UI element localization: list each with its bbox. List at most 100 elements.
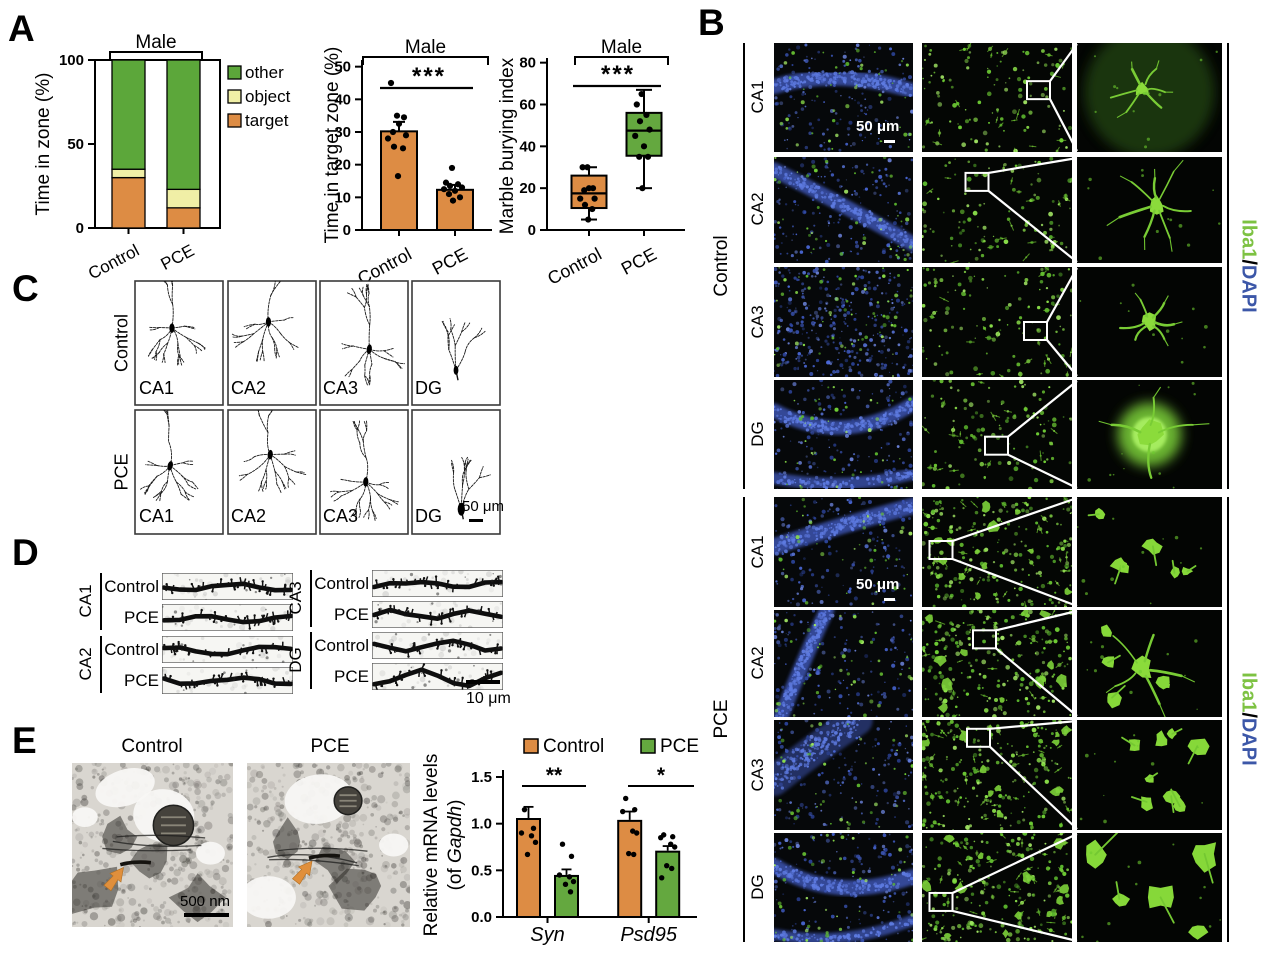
svg-text:Marble burying index: Marble burying index	[497, 57, 518, 234]
data-point	[390, 143, 398, 150]
micro-iba1-control-ca1	[922, 43, 1072, 152]
panel-b-stain-bracket-bottom	[1227, 497, 1229, 942]
data-point	[562, 881, 569, 888]
svg-text:***: ***	[601, 61, 635, 88]
micro-merge-control-ca2	[774, 157, 913, 263]
spine-region-ca2: CA2	[76, 647, 95, 681]
legend-swatch-target	[227, 113, 242, 128]
data-point	[532, 839, 539, 846]
spine-strip	[372, 663, 503, 690]
scalebar-b-pce: 50 μm	[856, 576, 900, 593]
inset-box	[972, 629, 997, 650]
scalebar-d-bar	[466, 680, 500, 684]
svg-text:Control: Control	[544, 244, 605, 289]
bar-Syn-PCE	[554, 874, 579, 918]
data-point	[632, 806, 638, 813]
trace-box	[319, 280, 409, 406]
data-point	[458, 184, 466, 191]
trace-label-ca2-pce: CA2	[231, 506, 267, 526]
data-point	[670, 834, 676, 840]
svg-text:PCE: PCE	[158, 241, 198, 274]
spine-cond: PCE	[334, 667, 369, 686]
data-point	[591, 195, 598, 202]
trace-label-dg-pce: DG	[415, 506, 442, 526]
data-point	[393, 112, 401, 119]
data-point	[568, 853, 575, 860]
neuron-trace	[441, 318, 486, 381]
stain-label-top: Iba1/DAPI	[1237, 219, 1260, 312]
neuron-trace	[147, 281, 206, 366]
data-point	[636, 153, 643, 160]
bar-PCE	[436, 188, 474, 232]
svg-text:target: target	[245, 111, 289, 130]
data-point	[626, 850, 632, 857]
trace-box	[134, 280, 224, 406]
row-label-dg-pce: DG	[748, 874, 767, 900]
spine-strip	[372, 570, 503, 597]
svg-text:*: *	[657, 764, 666, 787]
data-point	[633, 101, 640, 108]
micro-zoom-control-ca1	[1077, 43, 1222, 152]
micro-zoom-control-ca3	[1077, 267, 1222, 377]
data-point	[387, 79, 395, 87]
data-point	[528, 833, 535, 839]
micro-iba1-pce-ca3	[922, 720, 1072, 830]
bar-Psd95-Control	[617, 819, 643, 918]
data-point	[395, 120, 403, 127]
svg-text:1.5: 1.5	[471, 769, 492, 786]
spine-strip	[372, 632, 503, 659]
micro-merge-control-ca1	[774, 43, 913, 152]
panel-b-control-bracket	[743, 43, 745, 489]
inset-connector	[1046, 339, 1078, 377]
svg-text:10: 10	[334, 189, 351, 206]
spine-cond: Control	[314, 636, 369, 655]
svg-text:Male: Male	[601, 37, 642, 58]
panel-c-label: C	[12, 268, 39, 309]
micro-iba1-pce-ca1	[922, 497, 1072, 607]
synapse-arrow	[292, 860, 313, 885]
inset-box	[928, 891, 954, 912]
data-point	[581, 187, 588, 194]
svg-text:1.0: 1.0	[471, 816, 492, 833]
spine-bracket-ca2	[100, 636, 102, 693]
micro-zoom-pce-ca1	[1077, 497, 1222, 607]
data-point	[451, 187, 459, 194]
svg-text:Male: Male	[135, 32, 176, 53]
data-point	[456, 194, 464, 201]
stack-seg-other	[111, 59, 146, 170]
micro-iba1-pce-dg	[922, 833, 1072, 942]
trace-label-ca1: CA1	[139, 378, 175, 398]
micro-merge-control-dg	[774, 380, 913, 489]
bar-Control	[380, 130, 418, 231]
svg-text:Control: Control	[543, 736, 604, 757]
panel-e-label: E	[12, 720, 37, 761]
panel-b-label: B	[698, 2, 725, 43]
svg-text:30: 30	[334, 124, 351, 141]
micro-iba1-control-ca2	[922, 157, 1072, 263]
row-label-dg: DG	[748, 421, 767, 447]
data-point	[389, 128, 397, 136]
spine-region-ca1: CA1	[76, 584, 95, 618]
inset-connector	[1007, 380, 1078, 438]
data-point	[579, 164, 586, 171]
iba1-label: Iba1	[1237, 672, 1260, 713]
bar-Psd95-PCE	[655, 850, 681, 918]
data-point	[669, 865, 675, 872]
svg-text:20: 20	[519, 180, 536, 197]
inset-box	[966, 727, 991, 748]
spine-cond: Control	[314, 574, 369, 593]
inset-box	[964, 171, 990, 192]
data-point	[448, 164, 456, 172]
stack-seg-target	[166, 207, 201, 229]
legend-swatch-other	[227, 65, 242, 80]
micro-zoom-control-ca2	[1077, 157, 1222, 263]
svg-text:Time in zone (%): Time in zone (%)	[33, 73, 54, 216]
panel-b-stain-bracket-top	[1227, 43, 1229, 489]
svg-text:40: 40	[519, 138, 536, 155]
data-point	[524, 851, 531, 858]
neuron-trace	[341, 283, 405, 386]
trace-label-ca1-pce: CA1	[139, 506, 175, 526]
spine-bracket-ca1	[100, 573, 102, 630]
data-point	[449, 197, 457, 204]
